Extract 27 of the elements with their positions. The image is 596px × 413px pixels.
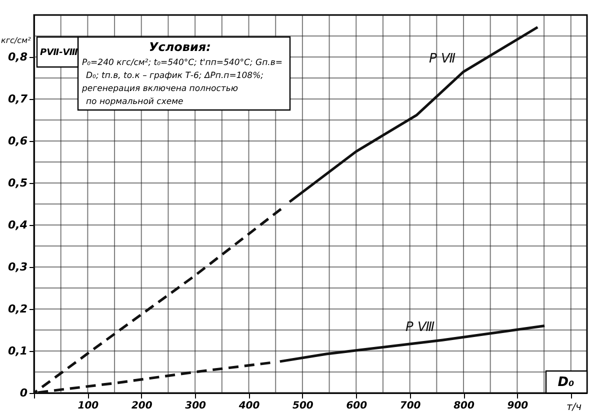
annotation: по нормальной схеме — [86, 97, 184, 107]
annotation: D₀; tп.в, tо.к – график Т-6; ΔPп.п=108%; — [86, 71, 264, 81]
y-axis-title: PⅦ-Ⅷ — [40, 48, 78, 58]
y-tick-label: 0,3 — [8, 260, 28, 274]
x-tick-label: 600 — [346, 400, 368, 412]
x-tick-label: 800 — [454, 400, 474, 412]
x-tick-label: 900 — [507, 400, 528, 412]
y-tick-label: 0,1 — [8, 344, 28, 358]
annotation: регенерация включена полностью — [81, 84, 238, 94]
x-tick-label: 400 — [238, 400, 260, 412]
y-tick-label: 0,6 — [8, 134, 28, 148]
y-tick-label: 0,5 — [8, 176, 28, 190]
y-tick-label: 0,2 — [8, 302, 28, 316]
annotation: Условия: — [149, 40, 211, 54]
y-tick-label: 0,8 — [8, 50, 28, 64]
y-tick-label: 0 — [20, 386, 28, 400]
text: кгс/см² — [1, 36, 32, 45]
x-tick-label: 200 — [131, 400, 152, 412]
x-tick-label: 700 — [400, 400, 421, 412]
x-axis-title: D₀ — [558, 375, 575, 390]
y-tick-label: 0,4 — [8, 218, 28, 232]
x-tick-label: 300 — [185, 400, 206, 412]
annotation: P₀=240 кгс/см²; t₀=540°C; t'пп=540°C; Gп.в= — [82, 58, 282, 68]
x-tick-label: 500 — [292, 400, 314, 412]
x-tick-label: 100 — [78, 400, 99, 412]
text: т/ч — [566, 402, 582, 413]
y-tick-label: 0,7 — [8, 92, 28, 106]
